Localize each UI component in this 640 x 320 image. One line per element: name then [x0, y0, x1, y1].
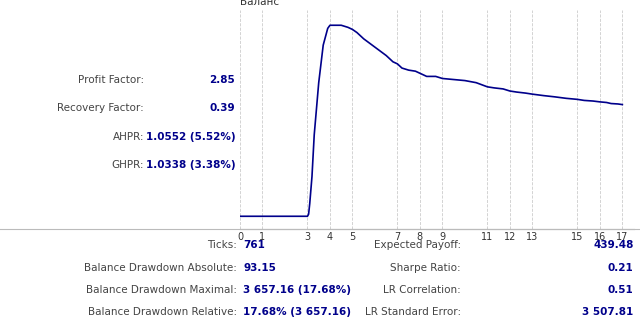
- Text: Balance Drawdown Relative:: Balance Drawdown Relative:: [88, 307, 237, 317]
- Text: 439.48: 439.48: [593, 240, 634, 250]
- Text: Recovery Factor:: Recovery Factor:: [57, 103, 144, 113]
- Text: 0.21: 0.21: [608, 263, 634, 273]
- Text: 0.51: 0.51: [608, 285, 634, 295]
- Text: 1.0338 (3.38%): 1.0338 (3.38%): [145, 160, 236, 170]
- Text: Profit Factor:: Profit Factor:: [78, 75, 144, 85]
- Text: 93.15: 93.15: [243, 263, 276, 273]
- Text: AHPR:: AHPR:: [113, 132, 144, 142]
- Text: 1.0552 (5.52%): 1.0552 (5.52%): [145, 132, 236, 142]
- Text: Balance Drawdown Absolute:: Balance Drawdown Absolute:: [84, 263, 237, 273]
- Text: 0.39: 0.39: [209, 103, 236, 113]
- Text: 17.68% (3 657.16): 17.68% (3 657.16): [243, 307, 351, 317]
- Text: 3 657.16 (17.68%): 3 657.16 (17.68%): [243, 285, 351, 295]
- Text: Expected Payoff:: Expected Payoff:: [374, 240, 461, 250]
- Text: Ticks:: Ticks:: [207, 240, 237, 250]
- Text: 3 507.81: 3 507.81: [582, 307, 634, 317]
- Text: GHPR:: GHPR:: [111, 160, 144, 170]
- Text: Balance Drawdown Maximal:: Balance Drawdown Maximal:: [86, 285, 237, 295]
- Text: Sharpe Ratio:: Sharpe Ratio:: [390, 263, 461, 273]
- Text: 761: 761: [243, 240, 265, 250]
- Text: LR Standard Error:: LR Standard Error:: [365, 307, 461, 317]
- Text: Баланс: Баланс: [240, 0, 279, 7]
- Text: 2.85: 2.85: [209, 75, 236, 85]
- Text: LR Correlation:: LR Correlation:: [383, 285, 461, 295]
